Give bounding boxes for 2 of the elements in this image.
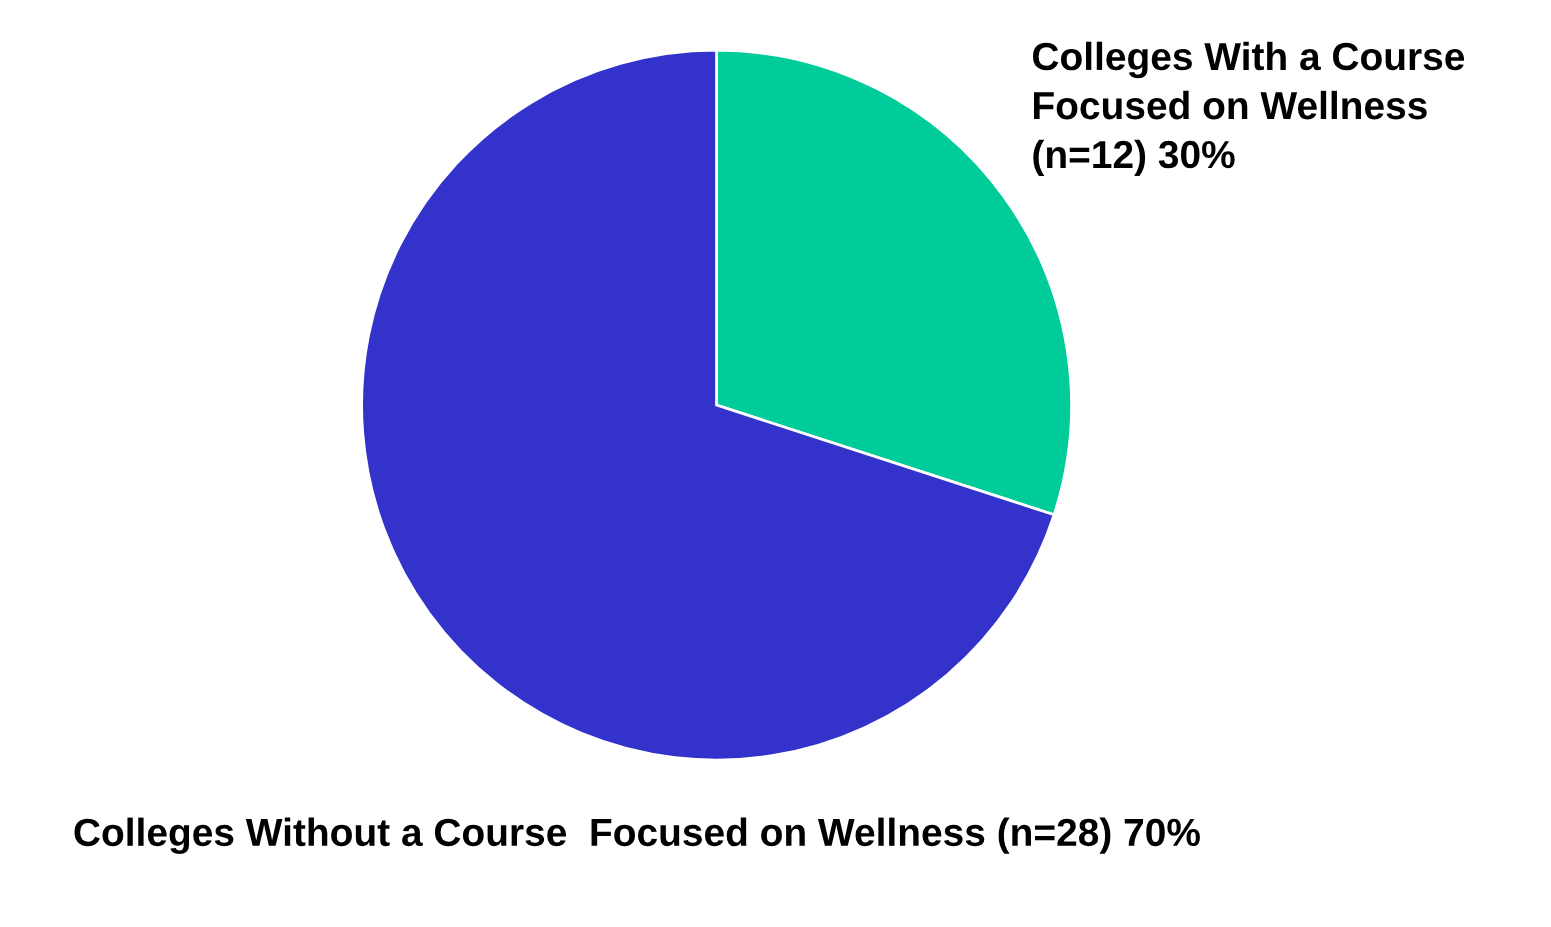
slice-label: Colleges With a Course Focused on Wellness (n=12) 30% — [1033, 41, 1465, 176]
slice-label: Colleges Without a Course Focused on Wellness (n=28) 70% — [74, 817, 1200, 855]
